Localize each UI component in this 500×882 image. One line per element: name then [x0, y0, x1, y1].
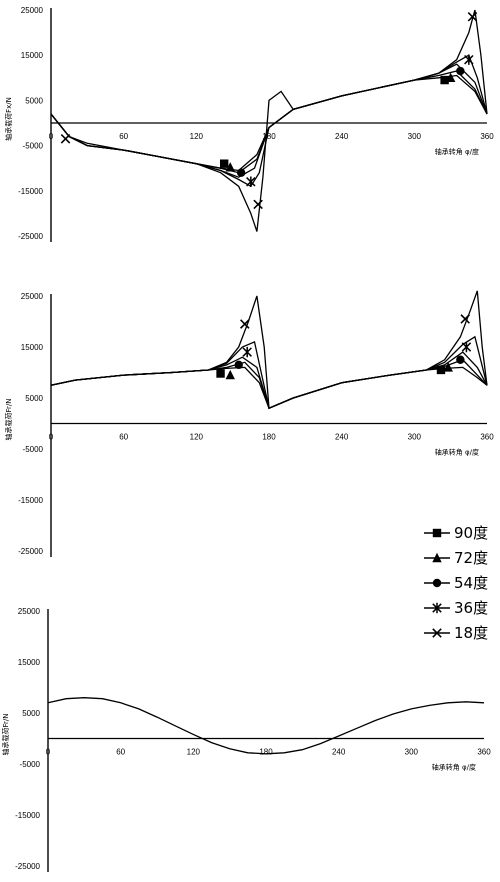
- chart-panel-2: 25000 15000 5000 -5000 -15000 -25000 0 60 120 180…: [4, 290, 494, 557]
- series-marker-triangle: [443, 362, 453, 372]
- y-axis-title: 轴承载荷Fr/N: [4, 399, 13, 441]
- series-marker-circle: [456, 66, 465, 76]
- x-tick-label: 300: [408, 433, 422, 442]
- x-tick-label: 360: [480, 433, 494, 442]
- y-tick-label: 5000: [22, 709, 40, 718]
- chart-panel-1: 25000 15000 5000 -5000 -15000 -25000 0 60 120 180…: [4, 6, 494, 242]
- series-marker-star: [461, 341, 472, 353]
- x-tick-label: 120: [187, 748, 201, 757]
- series-line-36-panel-1: [50, 54, 488, 188]
- series-line-36-panel-2: [50, 335, 488, 410]
- legend-swatch-square: [424, 528, 450, 537]
- x-tick-label: 60: [119, 132, 128, 141]
- legend-swatch-circle: [424, 578, 450, 587]
- legend-label: 72度: [454, 549, 489, 567]
- x-tick-label: 60: [119, 433, 128, 442]
- y-tick-label: -5000: [23, 142, 44, 151]
- series-marker-x: [253, 199, 263, 210]
- y-axis-title: 轴承载荷Fr/N: [1, 714, 10, 756]
- series-marker-star: [246, 176, 256, 187]
- y-tick-label: -5000: [23, 445, 44, 454]
- y-axis-title: 轴承载荷Fx/N: [4, 97, 13, 141]
- y-tick-label: 15000: [21, 51, 44, 60]
- y-tick-label: 5000: [25, 96, 43, 105]
- series-marker-circle: [236, 168, 246, 177]
- series-line-curve-panel-3: [47, 697, 485, 755]
- x-tick-label: 180: [262, 433, 276, 442]
- series-line-72-panel-1: [50, 70, 488, 174]
- x-tick-label: 0: [49, 132, 54, 141]
- x-tick-label: 240: [332, 748, 346, 757]
- x-tick-label: 300: [408, 132, 422, 141]
- legend-swatch-triangle: [424, 552, 450, 562]
- y-tick-label: -25000: [18, 232, 43, 241]
- series-marker-x: [240, 319, 250, 329]
- legend-label: 90度: [454, 524, 489, 542]
- legend-swatch-x: [424, 627, 450, 638]
- y-tick-label: 25000: [18, 607, 41, 616]
- series-line-54-panel-2: [50, 351, 488, 410]
- chart-panel-3: 25000 15000 5000 -5000 -15000 -25000 0 60 120 180…: [1, 607, 491, 872]
- y-tick-label: -15000: [18, 496, 43, 505]
- y-tick-label: 25000: [21, 6, 44, 15]
- x-tick-label: 120: [190, 433, 204, 442]
- series-marker-x: [467, 12, 478, 22]
- x-tick-label: 240: [335, 132, 349, 141]
- x-tick-label: 60: [116, 748, 125, 757]
- series-line-18-panel-2: [50, 290, 488, 410]
- y-tick-label: -15000: [18, 187, 43, 196]
- x-tick-label: 300: [405, 748, 419, 757]
- series-marker-star: [242, 346, 252, 358]
- series-line-18-panel-1: [50, 9, 488, 232]
- x-tick-label: 180: [259, 748, 273, 757]
- series-marker-triangle: [225, 369, 235, 380]
- series-line-54-panel-1: [50, 63, 488, 178]
- y-tick-label: -25000: [15, 862, 40, 871]
- legend-label: 18度: [454, 624, 489, 642]
- legend-item: 18度: [422, 620, 498, 645]
- x-tick-label: 360: [477, 748, 491, 757]
- x-tick-label: 180: [262, 132, 276, 141]
- series-marker-triangle: [225, 162, 235, 172]
- legend-swatch-star: [424, 602, 450, 613]
- legend-item: 54度: [422, 570, 498, 595]
- legend-item: 36度: [422, 595, 498, 620]
- legend-label: 54度: [454, 574, 489, 592]
- series-marker-square: [216, 369, 225, 378]
- legend-item: 90度: [422, 520, 498, 545]
- x-tick-label: 360: [480, 132, 494, 141]
- chart-legend: 90度 72度 54度 36度 18度: [422, 520, 498, 645]
- series-marker-star: [464, 54, 474, 65]
- x-tick-label: 120: [190, 132, 204, 141]
- y-tick-label: 15000: [21, 343, 44, 352]
- y-tick-label: -5000: [20, 760, 41, 769]
- x-tick-label: 0: [49, 433, 54, 442]
- series-marker-circle: [456, 355, 465, 364]
- legend-item: 72度: [422, 545, 498, 570]
- x-axis-title: 轴承转角 φ/度: [435, 147, 479, 156]
- series-marker-circle: [234, 360, 243, 370]
- x-axis-title: 轴承转角 φ/度: [435, 448, 479, 457]
- series-marker-square: [219, 159, 229, 168]
- y-tick-label: -15000: [15, 811, 40, 820]
- x-tick-label: 240: [335, 433, 349, 442]
- series-marker-square: [436, 365, 446, 375]
- series-marker-triangle: [445, 72, 456, 82]
- series-marker-square: [440, 75, 449, 85]
- y-tick-label: 15000: [18, 658, 41, 667]
- y-tick-label: -25000: [18, 547, 43, 556]
- y-tick-label: 5000: [25, 394, 43, 403]
- y-tick-label: 25000: [21, 292, 44, 301]
- x-tick-label: 0: [46, 748, 51, 757]
- x-axis-title: 轴承转角 φ/度: [432, 763, 476, 772]
- legend-label: 36度: [454, 599, 489, 617]
- series-marker-x: [60, 134, 71, 144]
- series-marker-x: [460, 314, 470, 324]
